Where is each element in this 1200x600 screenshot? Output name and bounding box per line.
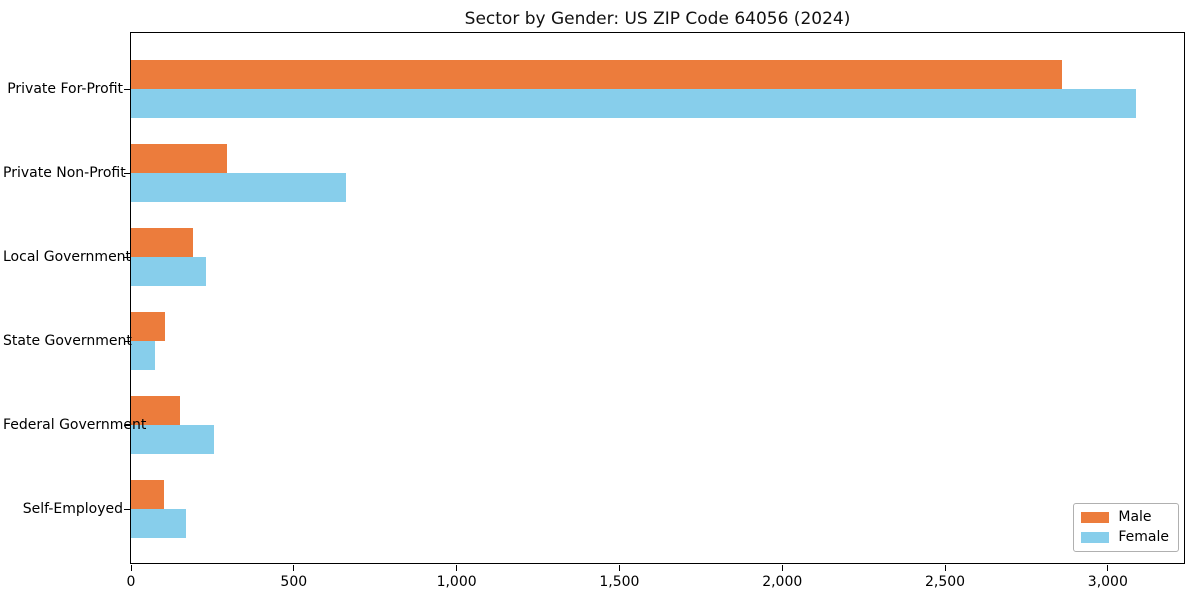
legend-entry-male: Male: [1081, 510, 1169, 525]
y-axis-label-1: Private Non-Profit: [3, 165, 126, 181]
y-tick-3: [124, 341, 131, 342]
x-tick-label-2: 1,000: [436, 574, 477, 590]
bar-male-4: [131, 396, 180, 425]
y-tick-0: [124, 89, 131, 90]
bar-male-2: [131, 228, 193, 257]
x-tick-4: [781, 565, 783, 571]
bar-female-5: [131, 509, 187, 538]
chart-title: Sector by Gender: US ZIP Code 64056 (202…: [464, 9, 851, 29]
x-tick-label-1: 500: [280, 574, 308, 590]
x-tick-0: [130, 565, 132, 571]
legend-label-female: Female: [1118, 529, 1169, 545]
plot-area: Private For-Profit Private Non-Profit Loca…: [3, 32, 1185, 590]
y-tick-2: [124, 257, 131, 258]
bar-female-2: [131, 257, 206, 286]
bar-male-1: [131, 144, 228, 173]
x-tick-5: [944, 565, 946, 571]
bar-male-3: [131, 312, 166, 341]
y-axis-label-4: Federal Government: [3, 417, 147, 433]
y-axis-label-3: State Government: [3, 333, 132, 349]
y-axis-label-5: Self-Employed: [22, 501, 123, 517]
x-tick-label-6: 3,000: [1087, 574, 1128, 590]
female-color-swatch: [1081, 532, 1110, 543]
bar-female-0: [131, 89, 1136, 118]
x-tick-label-0: 0: [126, 574, 136, 590]
x-tick-1: [293, 565, 295, 571]
bar-female-4: [131, 425, 214, 454]
legend-entry-female: Female: [1081, 530, 1169, 545]
x-tick-label-4: 2,000: [762, 574, 803, 590]
bar-female-3: [131, 341, 156, 370]
y-tick-1: [124, 173, 131, 174]
y-axis-label-0: Private For-Profit: [7, 81, 123, 97]
bar-male-5: [131, 480, 164, 509]
y-tick-5: [124, 509, 131, 510]
bar-female-1: [131, 173, 346, 202]
x-tick-3: [618, 565, 620, 571]
legend: Male Female: [1073, 503, 1179, 552]
x-tick-label-5: 2,500: [924, 574, 966, 590]
x-tick-2: [456, 565, 458, 571]
x-tick-label-3: 1,500: [599, 574, 640, 590]
male-color-swatch: [1081, 512, 1110, 523]
x-tick-6: [1107, 565, 1109, 571]
bar-male-0: [131, 60, 1063, 89]
y-tick-4: [124, 425, 131, 426]
legend-label-male: Male: [1118, 509, 1152, 525]
y-axis-label-2: Local Government: [3, 249, 132, 265]
